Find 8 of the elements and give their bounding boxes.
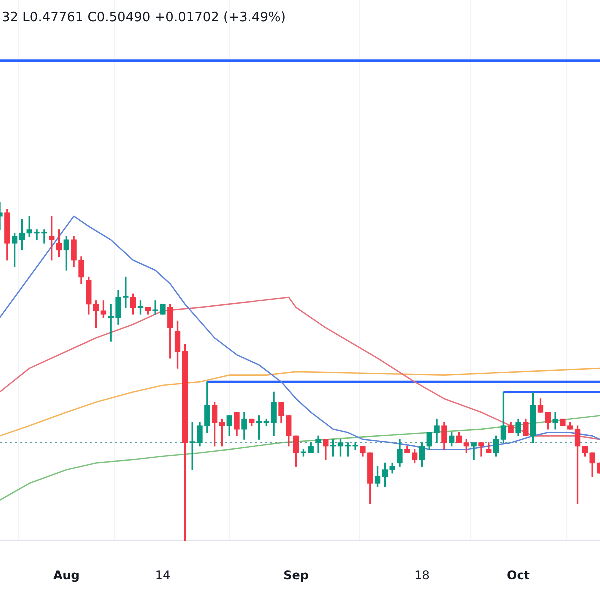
candlestick xyxy=(471,442,477,460)
x-tick-label: Oct xyxy=(506,568,530,582)
candlestick xyxy=(552,412,558,430)
x-tick-label: 14 xyxy=(155,568,171,582)
x-tick-label: Sep xyxy=(284,568,310,582)
x-tick-label: Aug xyxy=(53,568,80,582)
x-tick-label: 18 xyxy=(414,568,430,582)
chart-title: 32 L0.47761 C0.50490 +0.01702 (+3.49%) xyxy=(2,10,286,26)
